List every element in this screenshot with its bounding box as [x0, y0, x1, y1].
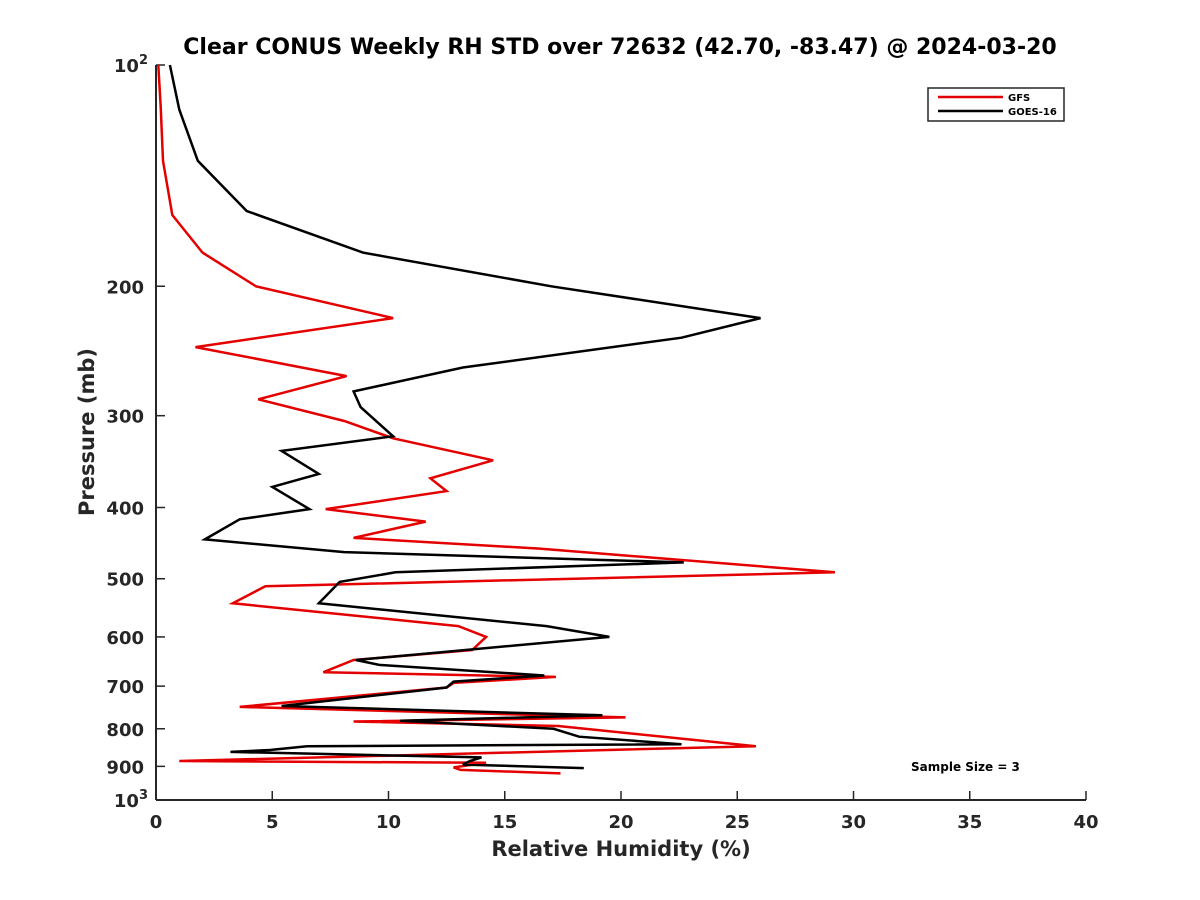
y-tick-label: 300 — [106, 407, 144, 428]
y-tick-label: 400 — [106, 499, 144, 520]
x-tick-label: 25 — [725, 812, 750, 833]
x-tick-label: 35 — [957, 812, 982, 833]
legend-label-gfs: GFS — [1008, 93, 1030, 104]
legend: GFS GOES-16 — [927, 87, 1065, 122]
y-tick-label: 700 — [106, 677, 144, 698]
y-tick-label-base: 10 — [114, 56, 139, 77]
y-tick-label-base: 10 — [114, 791, 139, 812]
x-tick-label: 30 — [841, 812, 866, 833]
legend-box — [927, 87, 1065, 122]
y-tick-label-exponent: 3 — [139, 788, 148, 803]
plot-axes — [155, 65, 1086, 801]
y-axis-title: Pressure (mb) — [75, 348, 99, 516]
x-tick-label: 5 — [266, 812, 279, 833]
y-tick-label: 900 — [106, 757, 144, 778]
y-tick-label: 500 — [106, 570, 144, 591]
series-line-goes16 — [168, 64, 761, 770]
x-tick-label: 0 — [150, 812, 163, 833]
x-tick-label: 20 — [608, 812, 633, 833]
series-line-gfs — [157, 64, 836, 775]
y-tick-label-exponent: 2 — [139, 53, 148, 68]
y-tick-label: 600 — [106, 628, 144, 649]
legend-label-goes16: GOES-16 — [1008, 107, 1057, 118]
sample-size-annotation: Sample Size = 3 — [911, 760, 1020, 774]
y-tick-label: 102 — [114, 53, 148, 77]
chart-title: Clear CONUS Weekly RH STD over 72632 (42… — [183, 35, 1056, 60]
y-tick-label: 800 — [106, 720, 144, 741]
x-tick-label: 15 — [492, 812, 517, 833]
x-ticks: 0 5 10 15 20 25 30 35 40 — [150, 791, 1099, 833]
x-tick-label: 40 — [1073, 812, 1098, 833]
series-lines — [157, 64, 836, 775]
x-tick-label: 10 — [376, 812, 401, 833]
x-axis-title: Relative Humidity (%) — [491, 837, 750, 861]
y-tick-label: 200 — [106, 277, 144, 298]
y-tick-label: 103 — [114, 788, 148, 812]
